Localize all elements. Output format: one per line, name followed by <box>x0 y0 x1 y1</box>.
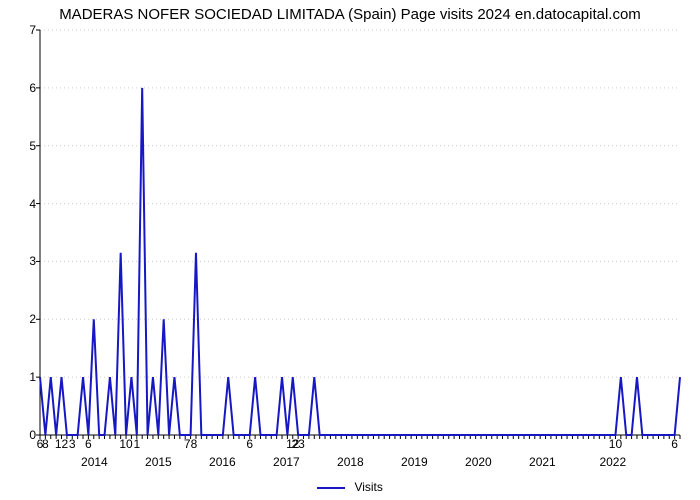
x-value-label: 23 <box>291 437 304 451</box>
y-tick-label: 2 <box>16 312 36 326</box>
x-year-label: 2017 <box>273 455 300 469</box>
x-value-label: 3 <box>69 437 76 451</box>
x-year-label: 2014 <box>81 455 108 469</box>
x-value-label: 8 <box>42 437 49 451</box>
legend: Visits <box>0 480 700 494</box>
x-value-label: 6 <box>246 437 253 451</box>
legend-line-sample <box>317 487 345 489</box>
chart-container: MADERAS NOFER SOCIEDAD LIMITADA (Spain) … <box>0 0 700 500</box>
x-year-label: 2022 <box>599 455 626 469</box>
x-value-label: 12 <box>55 437 68 451</box>
x-year-label: 2018 <box>337 455 364 469</box>
plot-area: 01234567 6812361017861223106 20142015201… <box>40 30 680 477</box>
y-tick-label: 1 <box>16 370 36 384</box>
chart-title: MADERAS NOFER SOCIEDAD LIMITADA (Spain) … <box>0 6 700 23</box>
y-tick-label: 6 <box>16 81 36 95</box>
x-year-label: 2015 <box>145 455 172 469</box>
x-year-label: 2020 <box>465 455 492 469</box>
x-year-label: 2016 <box>209 455 236 469</box>
x-value-label: 10 <box>119 437 132 451</box>
x-value-label: 1 <box>133 437 140 451</box>
x-value-label: 6 <box>671 437 678 451</box>
y-tick-label: 3 <box>16 254 36 268</box>
x-value-label: 10 <box>609 437 622 451</box>
y-tick-label: 5 <box>16 139 36 153</box>
x-year-label: 2021 <box>529 455 556 469</box>
y-tick-label: 4 <box>16 197 36 211</box>
y-tick-label: 0 <box>16 428 36 442</box>
x-value-label: 78 <box>184 437 197 451</box>
x-value-label: 6 <box>85 437 92 451</box>
x-year-label: 2019 <box>401 455 428 469</box>
y-tick-label: 7 <box>16 23 36 37</box>
line-chart-svg <box>40 30 680 435</box>
legend-label: Visits <box>354 480 382 494</box>
